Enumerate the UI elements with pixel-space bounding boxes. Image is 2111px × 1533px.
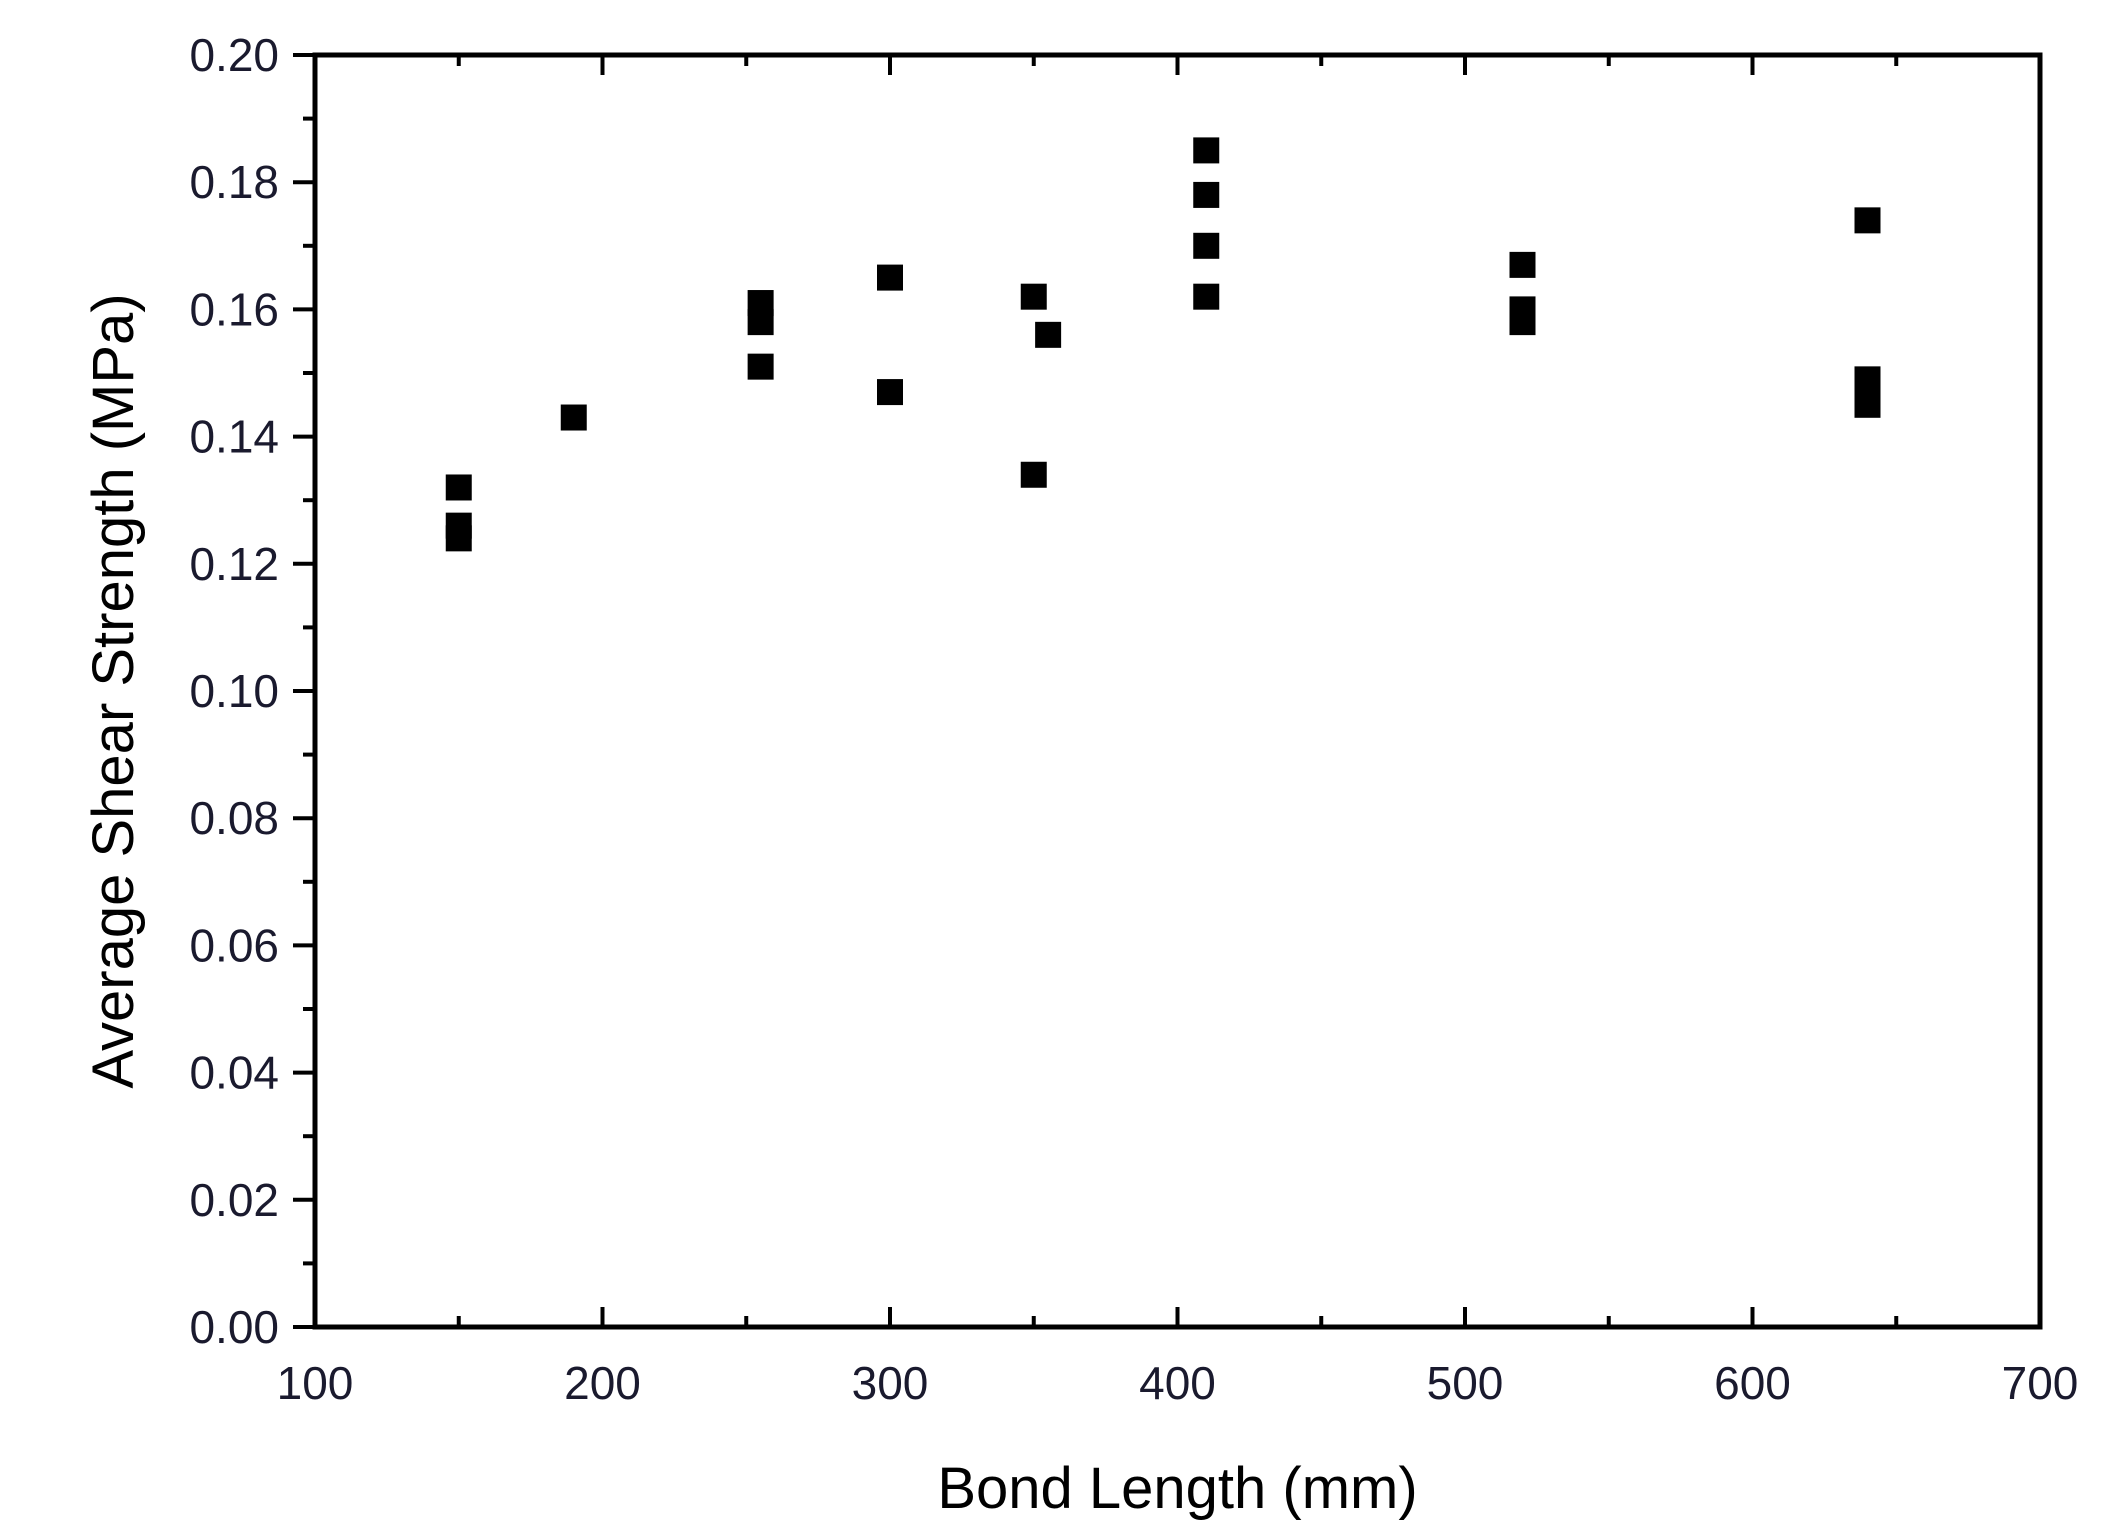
y-tick-label: 0.12 [189, 538, 279, 590]
data-point [1035, 321, 1062, 348]
x-tick-label: 600 [1714, 1357, 1791, 1409]
y-tick-label: 0.04 [189, 1047, 279, 1099]
x-tick-labels: 100 200 300 400 500 600 700 [277, 1357, 2079, 1409]
y-tick-label: 0.00 [189, 1301, 279, 1353]
y-axis-title: Average Shear Strength (MPa) [81, 293, 146, 1088]
x-tick-label: 700 [2002, 1357, 2079, 1409]
data-point [1193, 232, 1220, 259]
data-point [877, 379, 903, 406]
x-tick-label: 500 [1427, 1357, 1504, 1409]
x-tick-label: 200 [564, 1357, 641, 1409]
data-point [1020, 283, 1047, 310]
data-point [1509, 251, 1536, 278]
data-point [1854, 207, 1881, 234]
y-tick-label: 0.08 [189, 792, 279, 844]
data-point [747, 353, 774, 380]
data-point [445, 525, 472, 552]
y-tick-label: 0.20 [189, 29, 279, 81]
data-point [445, 474, 472, 501]
y-tick-label: 0.18 [189, 156, 279, 208]
y-tick-label: 0.02 [189, 1174, 279, 1226]
data-points [445, 137, 1881, 552]
y-tick-label: 0.16 [189, 283, 279, 335]
data-point [747, 309, 774, 336]
y-tick-label: 0.06 [189, 919, 279, 971]
data-point [1193, 181, 1220, 208]
data-point [1509, 309, 1536, 336]
y-tick-label: 0.10 [189, 665, 279, 717]
plot-area-frame [312, 52, 2043, 1330]
data-point [560, 404, 587, 431]
data-point [1020, 461, 1047, 488]
x-tick-label: 100 [277, 1357, 354, 1409]
data-point [1193, 283, 1220, 310]
data-point [1193, 137, 1220, 164]
data-point [1854, 391, 1881, 418]
data-point [877, 264, 903, 291]
y-tick-labels: 0.00 0.02 0.04 0.06 0.08 0.10 0.12 0.14 0.16 0.18… [189, 29, 279, 1353]
x-axis-title: Bond Length (mm) [937, 1456, 1417, 1521]
x-tick-label: 400 [1139, 1357, 1216, 1409]
y-tick-label: 0.14 [189, 411, 279, 463]
x-tick-label: 300 [852, 1357, 929, 1409]
